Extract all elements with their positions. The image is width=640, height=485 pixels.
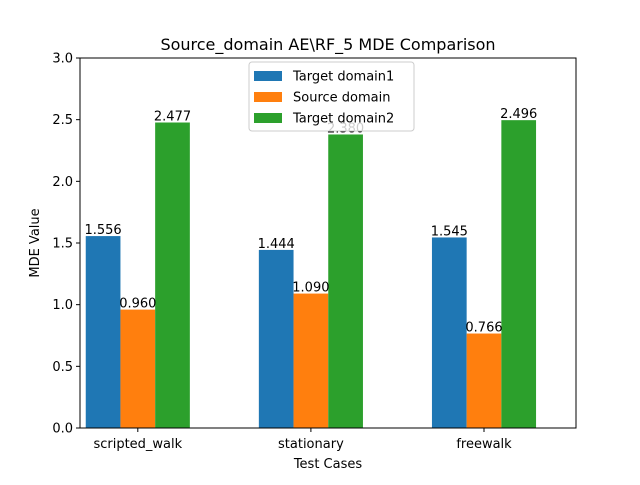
bar-scripted_walk-series-0	[85, 236, 121, 428]
legend-swatch-series-1	[254, 92, 282, 102]
bar-stationary-series-2	[328, 134, 363, 428]
legend-label-series-1: Source domain	[293, 91, 390, 106]
y-tick-label: 2.5	[52, 113, 73, 128]
y-tick-label: 2.0	[52, 175, 73, 190]
chart-title: Source_domain AE\RF_5 MDE Comparison	[160, 35, 495, 55]
legend-frame	[248, 61, 415, 132]
legend: Target domain1 Source domain Target domain…	[248, 61, 415, 132]
bar-scripted_walk-series-1	[120, 309, 156, 428]
x-tick-label: scripted_walk	[93, 437, 182, 452]
bar-stationary-series-0	[258, 249, 294, 428]
bars-layer	[85, 120, 537, 428]
bar-freewalk-series-2	[501, 120, 537, 428]
legend-swatch-series-2	[254, 113, 282, 123]
value-label-scripted_walk-series-2: 2.477	[154, 110, 191, 125]
legend-swatch-series-0	[254, 71, 282, 81]
x-axis: scripted_walk stationary freewalk	[93, 428, 512, 452]
value-label-freewalk-series-2: 2.496	[500, 107, 537, 122]
y-tick-label: 0.5	[52, 360, 73, 375]
bar-freewalk-series-1	[466, 333, 502, 428]
x-axis-label: Test Cases	[293, 457, 363, 472]
value-label-freewalk-series-1: 0.766	[465, 321, 502, 336]
value-label-stationary-series-0: 1.444	[258, 237, 295, 252]
y-axis: 0.0 0.5 1.0 1.5 2.0 2.5 3.0	[52, 52, 80, 437]
y-tick-label: 1.0	[52, 298, 73, 313]
value-label-freewalk-series-0: 1.545	[431, 224, 468, 239]
y-tick-label: 3.0	[52, 52, 73, 67]
legend-label-series-2: Target domain2	[292, 112, 394, 127]
value-labels-layer: 1.5561.4441.5450.9601.0900.7662.4772.380…	[84, 107, 537, 335]
y-axis-label: MDE Value	[28, 208, 43, 277]
legend-label-series-0: Target domain1	[292, 70, 394, 85]
value-label-stationary-series-1: 1.090	[292, 281, 329, 296]
value-label-scripted_walk-series-1: 0.960	[119, 297, 156, 312]
x-tick-label: freewalk	[456, 437, 512, 452]
y-tick-label: 1.5	[52, 237, 73, 252]
x-tick-label: stationary	[278, 437, 344, 452]
bar-scripted_walk-series-2	[155, 122, 190, 428]
bar-freewalk-series-0	[431, 237, 467, 428]
value-label-scripted_walk-series-0: 1.556	[84, 223, 121, 238]
bar-stationary-series-1	[293, 293, 329, 428]
y-tick-label: 0.0	[52, 422, 73, 437]
